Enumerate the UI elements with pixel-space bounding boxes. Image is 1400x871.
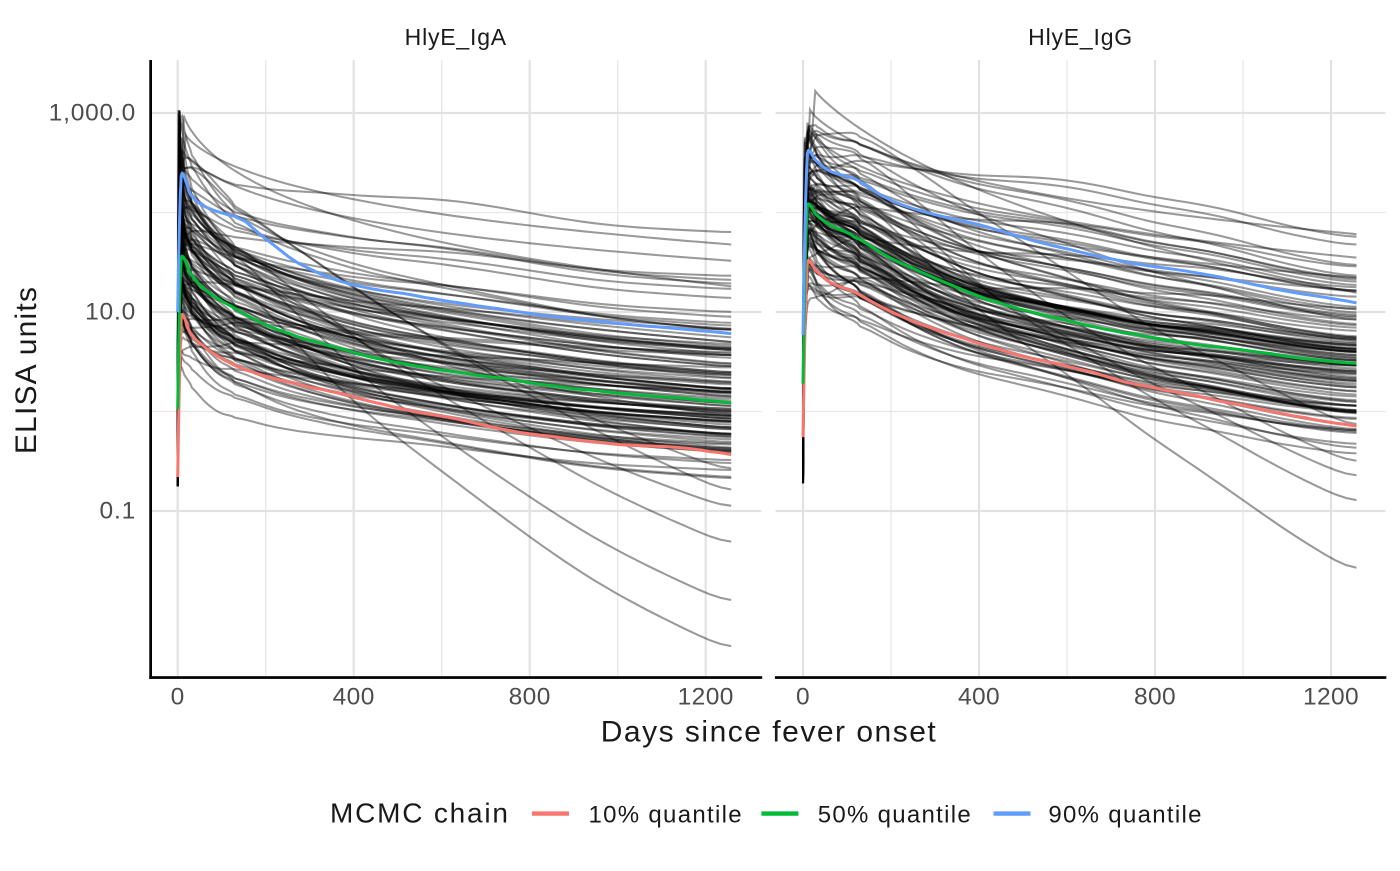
- svg-text:MCMC chain: MCMC chain: [330, 798, 510, 829]
- svg-text:0.1: 0.1: [100, 498, 136, 525]
- svg-text:10% quantile: 10% quantile: [589, 802, 743, 829]
- svg-text:1200: 1200: [678, 684, 734, 711]
- svg-text:400: 400: [333, 684, 375, 711]
- svg-text:HlyE_IgG: HlyE_IgG: [1028, 24, 1133, 50]
- svg-text:ELISA units: ELISA units: [10, 286, 43, 454]
- svg-text:400: 400: [958, 684, 1000, 711]
- svg-text:10.0: 10.0: [85, 299, 136, 326]
- svg-text:HlyE_IgA: HlyE_IgA: [405, 24, 507, 50]
- svg-text:0: 0: [171, 684, 185, 711]
- svg-text:800: 800: [509, 684, 551, 711]
- svg-text:0: 0: [796, 684, 810, 711]
- svg-text:50% quantile: 50% quantile: [818, 802, 972, 829]
- svg-text:1200: 1200: [1303, 684, 1359, 711]
- svg-text:Days since fever onset: Days since fever onset: [601, 716, 937, 749]
- svg-text:90% quantile: 90% quantile: [1048, 802, 1202, 829]
- svg-text:800: 800: [1134, 684, 1176, 711]
- svg-text:1,000.0: 1,000.0: [49, 100, 136, 127]
